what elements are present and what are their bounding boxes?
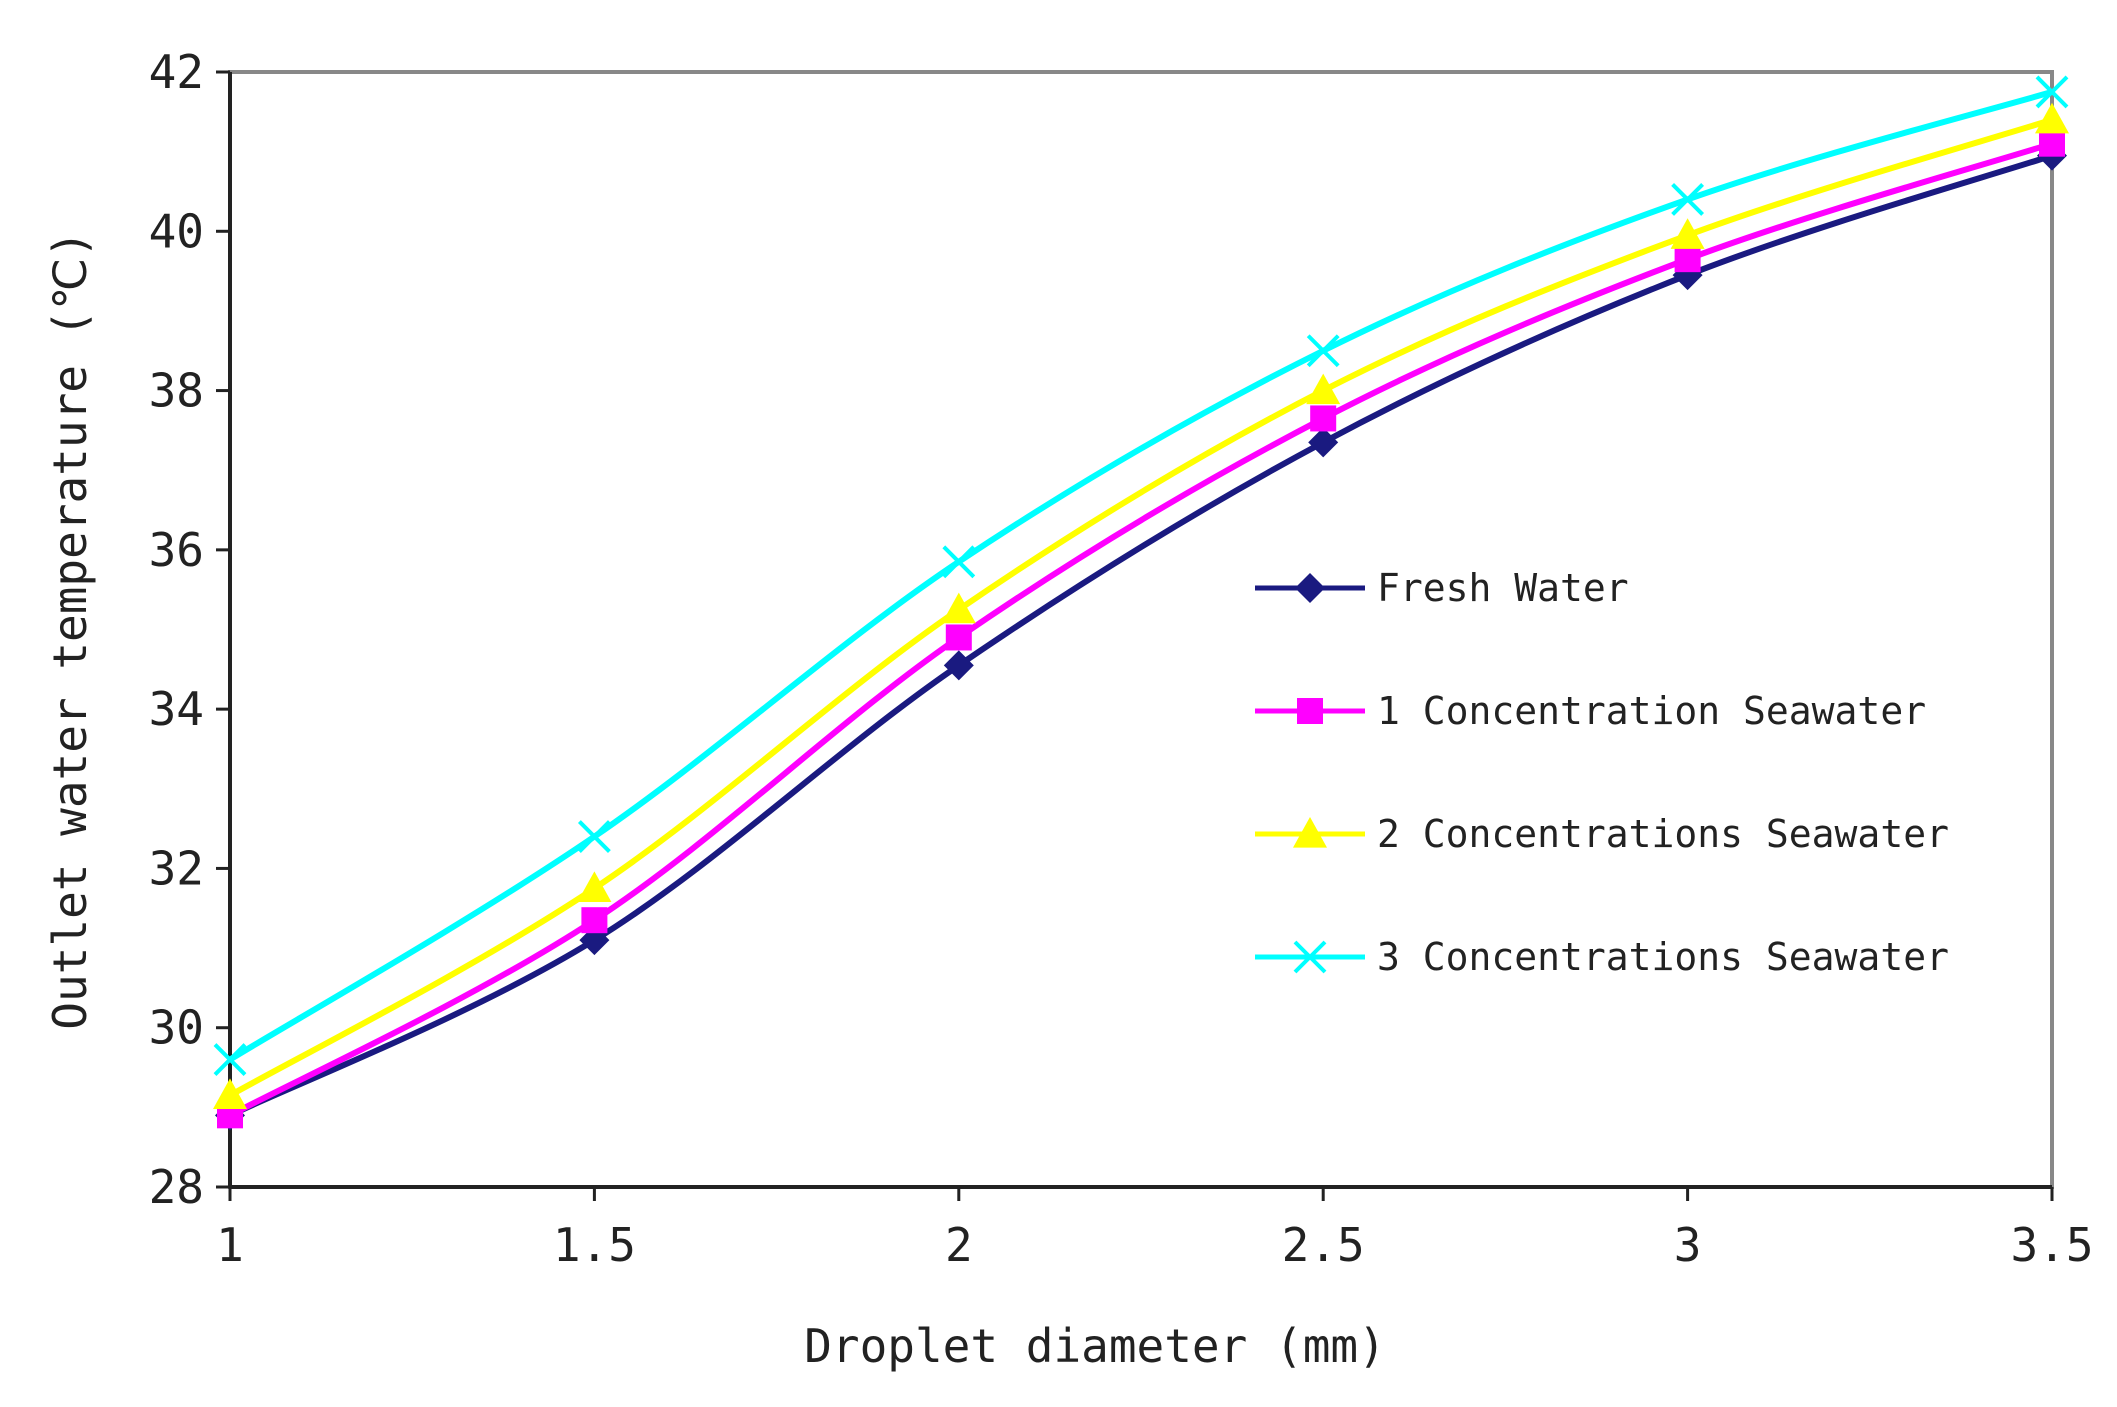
- x-axis-title: Droplet diameter (mm): [804, 1319, 1386, 1373]
- series-layer: [213, 75, 2069, 1131]
- data-point: [1306, 334, 1340, 368]
- y-axis-title: Outlet water temperature (℃): [43, 230, 97, 1029]
- plot-area: [228, 70, 2054, 1189]
- series-3: [213, 102, 2069, 1110]
- legend-entry: 2 Concentrations Seawater: [1255, 812, 1949, 856]
- y-tick-label: 36: [149, 523, 204, 577]
- legend-marker: [1293, 940, 1327, 974]
- legend-entry: 3 Concentrations Seawater: [1255, 935, 1949, 979]
- data-point: [1306, 373, 1341, 405]
- y-tick-label: 38: [149, 364, 204, 418]
- data-point: [1310, 405, 1337, 432]
- data-point: [213, 1043, 247, 1076]
- legend: Fresh Water 1 Concentration Seawater 2 Con…: [1255, 566, 1949, 979]
- x-axis: 1 1.5 2 2.5 3 3.5: [216, 1185, 2094, 1272]
- y-tick-label: 32: [149, 841, 204, 895]
- x-tick-label: 3: [1674, 1218, 1702, 1272]
- data-point: [2039, 130, 2065, 157]
- y-axis: 28 30 32 34 36 38 40 42: [149, 45, 232, 1214]
- series-line: [228, 89, 2053, 1063]
- y-tick-label: 40: [149, 204, 204, 258]
- series-line: [228, 152, 2053, 1119]
- series-line: [228, 116, 2053, 1099]
- legend-label: 3 Concentrations Seawater: [1377, 935, 1949, 979]
- data-point: [941, 592, 976, 624]
- x-tick-label: 2.5: [1282, 1218, 1365, 1272]
- legend-label: 1 Concentration Seawater: [1377, 689, 1926, 733]
- x-tick-label: 1: [216, 1218, 244, 1272]
- legend-entry: Fresh Water: [1255, 566, 1629, 610]
- series-line: [228, 140, 2053, 1118]
- legend-label: Fresh Water: [1377, 566, 1629, 610]
- data-point: [1671, 183, 1705, 216]
- legend-marker: [1293, 817, 1327, 848]
- data-point: [943, 650, 974, 681]
- data-point: [1308, 427, 1339, 458]
- legend-marker: [1297, 698, 1323, 724]
- legend-label: 2 Concentrations Seawater: [1377, 812, 1949, 856]
- data-point: [2035, 75, 2069, 109]
- y-tick-label: 34: [149, 682, 204, 736]
- data-point: [1670, 218, 1705, 249]
- y-tick-label: 30: [149, 1001, 204, 1055]
- legend-marker: [1295, 573, 1325, 603]
- x-tick-label: 1.5: [553, 1218, 636, 1272]
- series-4: [213, 75, 2069, 1076]
- data-point: [213, 1078, 247, 1110]
- legend-entry: 1 Concentration Seawater: [1255, 689, 1926, 733]
- data-point: [945, 624, 972, 651]
- y-tick-label: 28: [149, 1160, 204, 1214]
- data-point: [581, 907, 608, 934]
- data-point: [577, 871, 612, 902]
- data-point: [577, 820, 611, 853]
- data-point: [1674, 246, 1701, 273]
- y-tick-label: 42: [149, 45, 204, 99]
- data-point: [2035, 102, 2069, 134]
- x-tick-label: 2: [945, 1218, 973, 1272]
- x-tick-label: 3.5: [2010, 1218, 2093, 1272]
- data-point: [942, 545, 976, 579]
